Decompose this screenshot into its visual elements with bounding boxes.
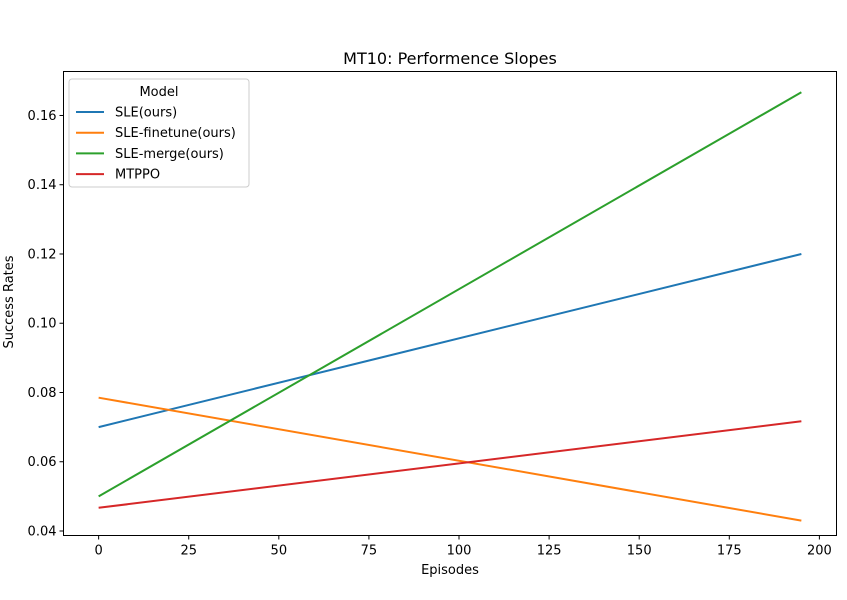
legend-entry-label: SLE-merge(ours) — [115, 147, 224, 162]
x-tick-label: 75 — [361, 544, 378, 559]
y-tick-label: 0.16 — [28, 109, 57, 124]
legend: Model SLE(ours) SLE-finetune(ours) SLE-mer… — [68, 78, 250, 188]
legend-entry-label: SLE(ours) — [115, 106, 177, 121]
x-axis-ticks: 0 25 50 75 100 125 150 175 200 — [94, 535, 832, 559]
chart-title: MT10: Performence Slopes — [343, 49, 557, 68]
plot-frame — [63, 71, 837, 536]
x-tick-label: 175 — [717, 544, 742, 559]
legend-title: Model — [139, 85, 178, 100]
y-axis-label: Success Rates — [2, 255, 17, 348]
legend-entry-label: SLE-finetune(ours) — [115, 126, 236, 141]
x-tick-label: 200 — [807, 544, 832, 559]
legend-entry-label: MTPPO — [115, 168, 160, 183]
series-line-1 — [98, 253, 802, 429]
series-line-3 — [98, 91, 802, 498]
x-tick-label: 25 — [180, 544, 197, 559]
y-tick-label: 0.04 — [28, 524, 57, 539]
x-tick-label: 50 — [271, 544, 288, 559]
y-tick-label: 0.08 — [28, 386, 57, 401]
series-line-2 — [98, 396, 802, 522]
series-line-4 — [98, 420, 802, 509]
x-tick-label: 0 — [94, 544, 102, 559]
y-tick-label: 0.14 — [28, 178, 57, 193]
x-axis-label: Episodes — [421, 563, 479, 578]
legend-box — [68, 78, 250, 188]
y-axis-ticks: 0.04 0.06 0.08 0.10 0.12 0.14 0.16 — [28, 109, 64, 539]
legend-entries: SLE(ours) SLE-finetune(ours) SLE-merge(our… — [76, 106, 236, 183]
plot-area: 0 25 50 75 100 125 150 175 200 0.040.060.080.100… — [28, 71, 837, 559]
x-tick-label: 150 — [627, 544, 652, 559]
y-tick-label: 0.10 — [28, 317, 57, 332]
x-tick-label: 100 — [447, 544, 472, 559]
y-tick-label: 0.06 — [28, 455, 57, 470]
y-tick-label: 0.12 — [28, 247, 57, 262]
series-layer — [98, 91, 802, 522]
x-tick-label: 125 — [537, 544, 562, 559]
